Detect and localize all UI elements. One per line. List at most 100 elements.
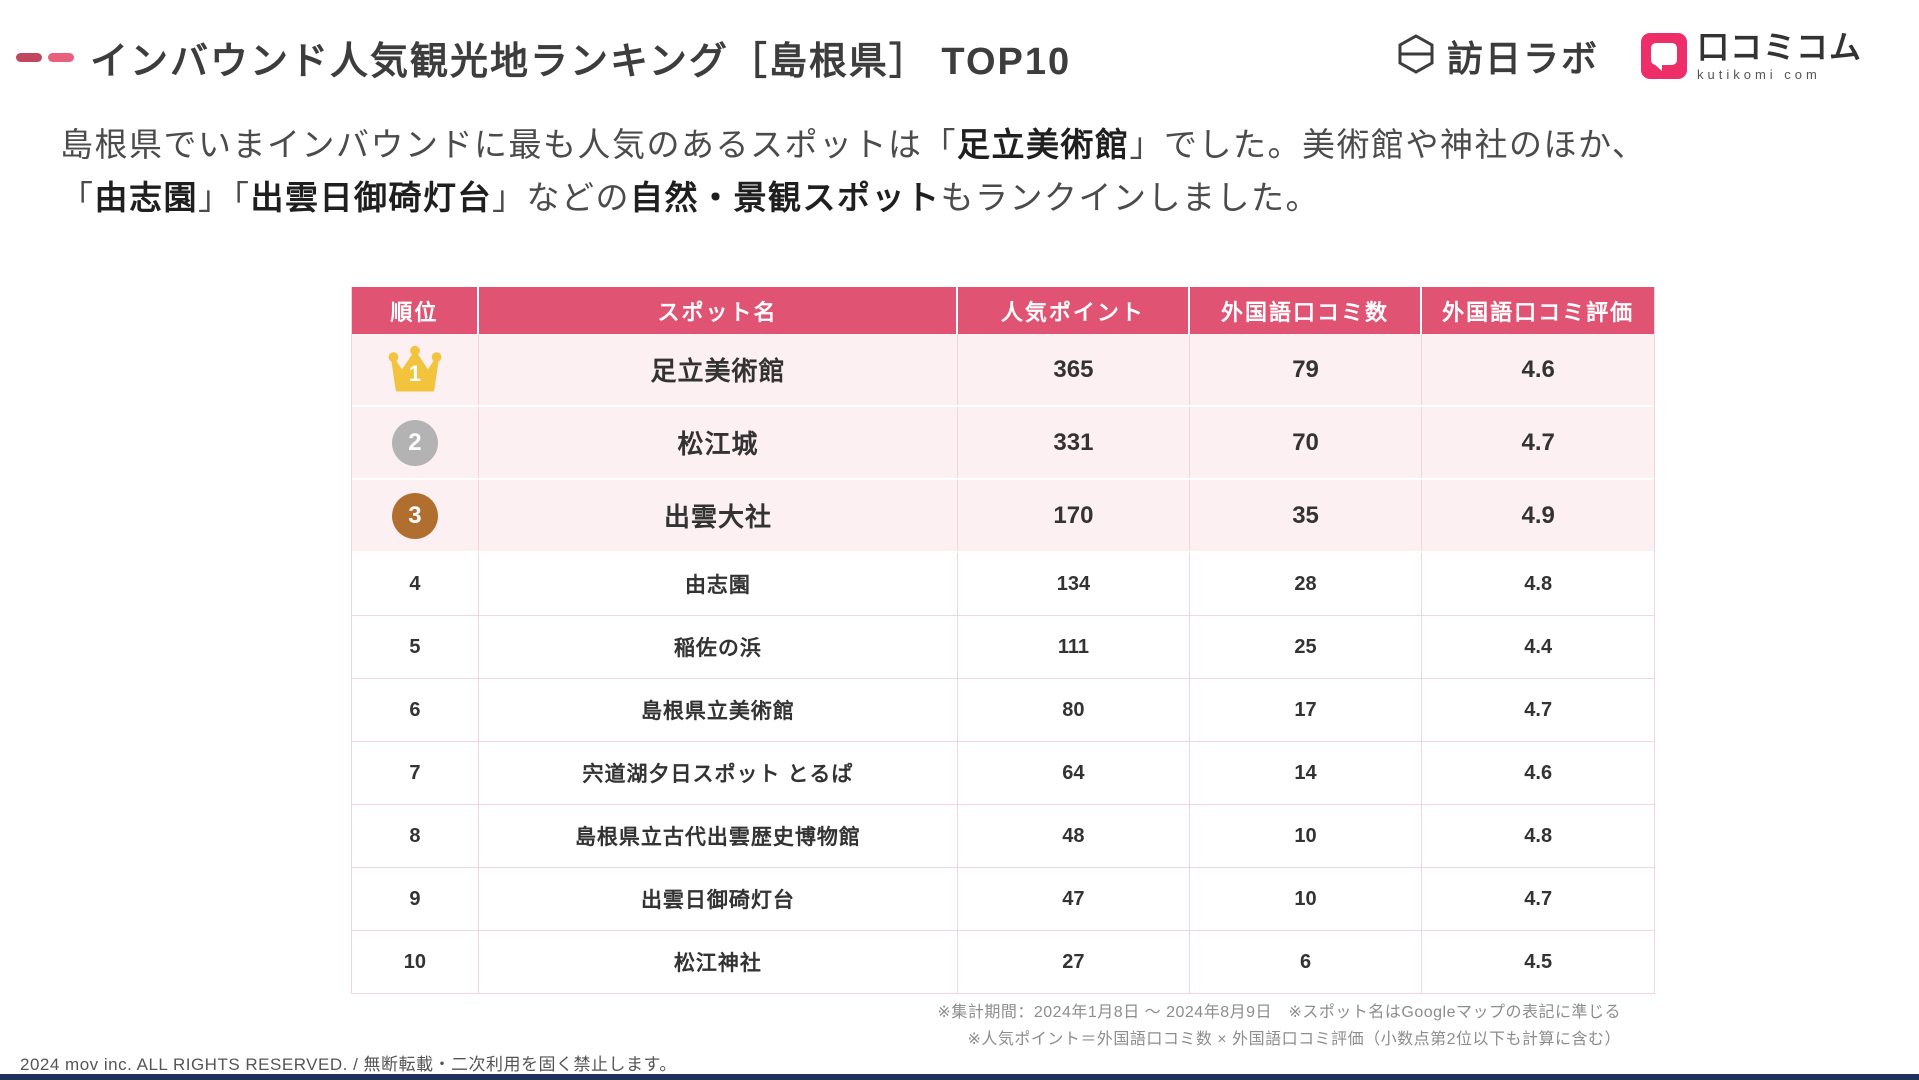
table-row: 4 由志園 134 28 4.8 [352, 553, 1654, 616]
rank-cell: 3 [352, 480, 479, 551]
review-rating: 4.5 [1524, 950, 1553, 973]
popularity-points: 111 [958, 616, 1190, 678]
popularity-points: 27 [958, 931, 1190, 993]
table-row: 7 宍道湖夕日スポット とるぱ 64 14 4.6 [352, 742, 1654, 805]
review-count: 17 [1190, 679, 1423, 741]
intro-segment: もランクインしました。 [940, 179, 1320, 217]
table-row: 3 出雲大社 170 35 4.9 [352, 480, 1654, 553]
intro-segment: 」「 [198, 179, 251, 217]
review-count: 70 [1190, 407, 1423, 478]
page-title: インバウンド人気観光地ランキング［島根県］ TOP10 [90, 41, 1072, 83]
kutikomi-logo-text: 口コミコム kutikomi com [1696, 29, 1862, 83]
review-rating: 4.9 [1521, 501, 1555, 529]
review-count: 6 [1190, 931, 1423, 993]
popularity-points: 170 [958, 480, 1190, 551]
intro-highlight: 出雲日御碕灯台 [250, 179, 492, 217]
rank-cell: 2 [352, 407, 479, 478]
review-count: 10 [1190, 805, 1423, 867]
popularity-points: 48 [958, 805, 1190, 867]
page-header: インバウンド人気観光地ランキング［島根県］ TOP10 [16, 30, 1071, 85]
column-header: 外国語口コミ数 [1190, 287, 1423, 334]
spot-name: 出雲日御碕灯台 [479, 868, 959, 930]
table-row: 8 島根県立古代出雲歴史博物館 48 10 4.8 [352, 805, 1654, 868]
review-rating: 4.4 [1524, 635, 1553, 658]
ranking-table: 順位 スポット名 人気ポイント 外国語口コミ数 外国語口コミ評価 1 足立美術館 365 79… [351, 287, 1655, 994]
intro-segment: 」などの [492, 179, 630, 217]
review-count: 35 [1190, 480, 1423, 551]
intro-line: 島根県でいまインバウンドに最も人気のあるスポットは「足立美術館」でした。美術館や… [60, 118, 1646, 171]
rank-cell: 8 [352, 805, 479, 867]
rank-cell: 9 [352, 868, 479, 930]
popularity-points: 80 [958, 679, 1190, 741]
column-header: スポット名 [479, 287, 959, 334]
speech-bubble-inner [1650, 43, 1677, 72]
review-rating: 4.7 [1521, 428, 1555, 456]
rank-cell: 5 [352, 616, 479, 678]
spot-name: 島根県立美術館 [479, 679, 959, 741]
rank-badge-bronze: 3 [391, 492, 438, 539]
spot-name: 宍道湖夕日スポット とるぱ [479, 742, 959, 804]
table-row: 10 松江神社 27 6 4.5 [352, 931, 1654, 993]
review-rating: 4.6 [1521, 355, 1555, 383]
rank-cell: 6 [352, 679, 479, 741]
copyright: 2024 mov inc. ALL RIGHTS RESERVED. / 無断転… [20, 1055, 677, 1074]
intro-highlight: 自然・景観スポット [630, 179, 941, 217]
spot-name: 松江神社 [479, 931, 959, 993]
intro-segment: 「 [60, 179, 95, 217]
honichi-lab-logo: 訪日ラボ [1395, 30, 1599, 82]
popularity-points: 365 [958, 334, 1190, 405]
crown-icon: 1 [387, 345, 443, 395]
accent-dash-icon [16, 53, 42, 62]
table-header-row: 順位 スポット名 人気ポイント 外国語口コミ数 外国語口コミ評価 [352, 287, 1654, 334]
spot-name: 由志園 [479, 553, 959, 615]
column-header: 順位 [352, 287, 479, 334]
kutikomi-logo-subtext: kutikomi com [1696, 67, 1821, 83]
table-row: 6 島根県立美術館 80 17 4.7 [352, 679, 1654, 742]
intro-segment: 島根県でいまインバウンドに最も人気のあるスポットは「 [60, 126, 957, 163]
review-rating: 4.8 [1524, 824, 1553, 847]
title-accent [16, 53, 74, 62]
spot-name: 松江城 [479, 407, 959, 478]
accent-dash-icon [48, 53, 74, 62]
column-header: 人気ポイント [958, 287, 1190, 334]
review-rating: 4.7 [1524, 698, 1553, 721]
footnotes: ※集計期間：2024年1月8日 〜 2024年8月9日 ※スポット名はGoogl… [351, 999, 1621, 1053]
table-row: 5 稲佐の浜 111 25 4.4 [352, 616, 1654, 679]
review-rating: 4.6 [1524, 761, 1553, 784]
spot-name: 出雲大社 [479, 480, 959, 551]
intro-highlight: 由志園 [94, 179, 198, 217]
kutikomi-logo: 口コミコム kutikomi com [1640, 29, 1862, 83]
bottom-border-bar [0, 1074, 1919, 1080]
intro-highlight: 足立美術館 [957, 126, 1130, 163]
rank-cell: 4 [352, 553, 479, 615]
review-rating: 4.7 [1524, 887, 1553, 910]
speech-bubble-icon [1640, 33, 1687, 80]
review-rating: 4.8 [1524, 572, 1553, 595]
review-count: 10 [1190, 868, 1423, 930]
intro-line: 「由志園」「出雲日御碕灯台」などの自然・景観スポットもランクインしました。 [60, 171, 1646, 224]
rank-cell: 10 [352, 931, 479, 993]
table-row: 9 出雲日御碕灯台 47 10 4.7 [352, 868, 1654, 931]
rank-cell: 7 [352, 742, 479, 804]
footnote-line: ※人気ポイント＝外国語口コミ数 × 外国語口コミ評価（小数点第2位以下も計算に含… [967, 1031, 1621, 1049]
popularity-points: 64 [958, 742, 1190, 804]
rank-badge-silver: 2 [391, 419, 438, 466]
review-count: 14 [1190, 742, 1423, 804]
review-count: 28 [1190, 553, 1423, 615]
popularity-points: 134 [958, 553, 1190, 615]
rank-cell: 1 [352, 334, 479, 405]
review-count: 79 [1190, 334, 1423, 405]
intro-segment: 」でした。美術館や神社のほか、 [1129, 126, 1647, 163]
footnote-line: ※集計期間：2024年1月8日 〜 2024年8月9日 ※スポット名はGoogl… [937, 1004, 1621, 1021]
spot-name: 足立美術館 [479, 334, 959, 405]
review-count: 25 [1190, 616, 1423, 678]
table-row: 2 松江城 331 70 4.7 [352, 407, 1654, 480]
table-row: 1 足立美術館 365 79 4.6 [352, 334, 1654, 407]
table-body: 1 足立美術館 365 79 4.6 2 松江城 331 70 4.7 3 出雲大社 170 35 4.9 4… [352, 334, 1654, 993]
honichi-lab-logo-text: 訪日ラボ [1446, 38, 1599, 80]
spot-name: 稲佐の浜 [479, 616, 959, 678]
brand-logos: 訪日ラボ 口コミコム kutikomi com [1395, 29, 1862, 83]
column-header: 外国語口コミ評価 [1442, 299, 1635, 325]
globe-hexagon-icon [1395, 33, 1437, 80]
